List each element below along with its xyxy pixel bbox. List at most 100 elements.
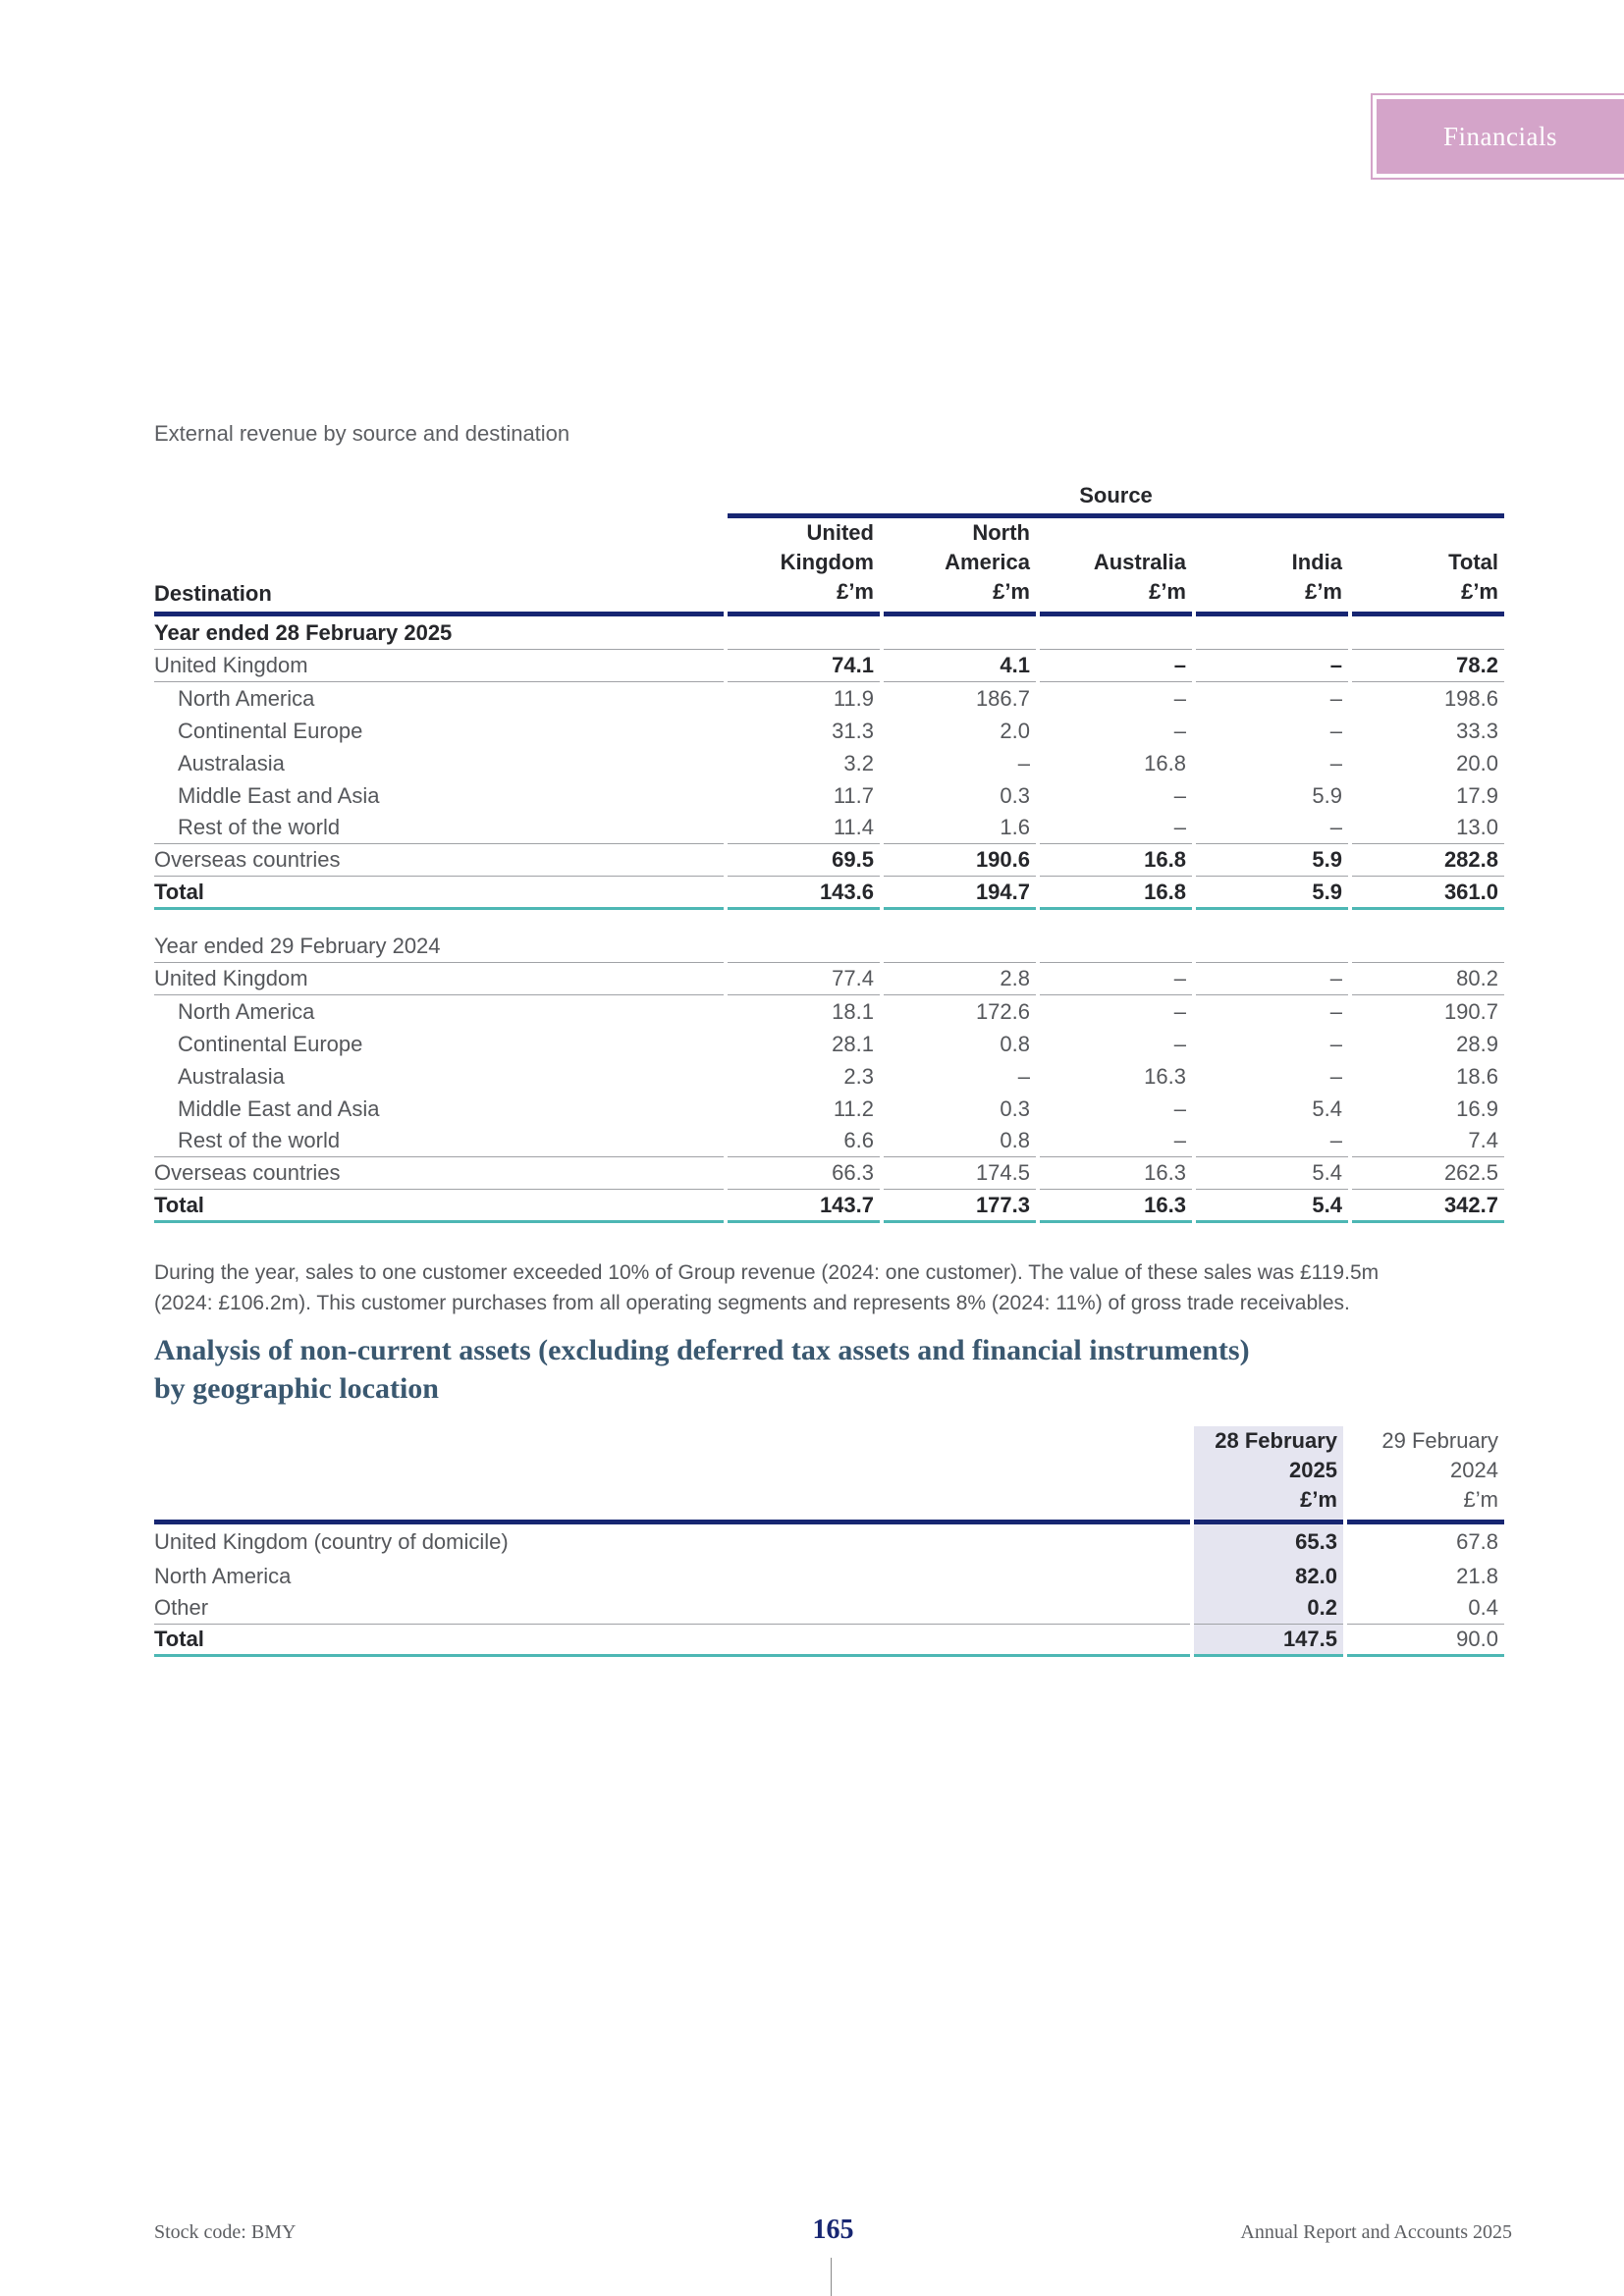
value-cell: – bbox=[1173, 1095, 1186, 1121]
footer: Stock code: BMY 165 Annual Report and Ac… bbox=[154, 2205, 1512, 2245]
value-cell: – bbox=[1040, 650, 1192, 682]
value-cell: – bbox=[1173, 998, 1186, 1024]
value-cell: 0.8 bbox=[1000, 1031, 1030, 1056]
value-cell: 11.7 bbox=[833, 782, 874, 808]
table-row: Middle East and Asia 11.7 0.3 – 5.9 17.9 bbox=[154, 779, 1504, 812]
value-cell: – bbox=[1329, 750, 1342, 775]
table-row: Total 143.7 177.3 16.3 5.4 342.7 bbox=[154, 1190, 1504, 1223]
value-cell: 174.5 bbox=[884, 1157, 1036, 1190]
value-cell: 0.3 bbox=[1000, 1095, 1030, 1121]
value-cell: – bbox=[1196, 963, 1348, 995]
value-cell: 282.8 bbox=[1352, 844, 1504, 877]
assets-table: 28 February 2025 £’m 29 February 2024 £’… bbox=[150, 1426, 1508, 1657]
row-label: United Kingdom bbox=[154, 650, 724, 682]
note-line: (2024: £106.2m). This customer purchases… bbox=[154, 1292, 1350, 1314]
value-cell: 5.9 bbox=[1196, 844, 1348, 877]
value-cell: 66.3 bbox=[728, 1157, 880, 1190]
table-row: North America 82.0 21.8 bbox=[154, 1560, 1504, 1592]
value-cell: 18.1 bbox=[832, 998, 874, 1024]
row-label: United Kingdom bbox=[154, 963, 724, 995]
value-cell: 16.8 bbox=[1040, 844, 1192, 877]
value-cell: 5.4 bbox=[1312, 1095, 1342, 1121]
page-number: 165 bbox=[812, 2215, 854, 2245]
revenue-table-body: Year ended 28 February 2025 United Kingdo… bbox=[154, 616, 1504, 1223]
value-cell: 5.9 bbox=[1196, 877, 1348, 910]
table-row: Middle East and Asia 11.2 0.3 – 5.4 16.9 bbox=[154, 1093, 1504, 1125]
value-cell: 20.0 bbox=[1456, 750, 1498, 775]
table-row: Total 147.5 90.0 bbox=[154, 1625, 1504, 1657]
value-cell: 7.4 bbox=[1352, 1125, 1504, 1157]
assets-column-header-2025: 28 February 2025 £’m bbox=[1194, 1426, 1343, 1524]
value-cell-current: 82.0 bbox=[1194, 1560, 1343, 1592]
column-header-united-kingdom: United Kingdom £’m bbox=[728, 518, 880, 616]
table-row: Australasia 2.3 – 16.3 – 18.6 bbox=[154, 1060, 1504, 1093]
value-cell: 342.7 bbox=[1352, 1190, 1504, 1223]
value-cell: 16.9 bbox=[1456, 1095, 1498, 1121]
table-row: Overseas countries 69.5 190.6 16.8 5.9 282.8 bbox=[154, 844, 1504, 877]
value-cell: 28.1 bbox=[832, 1031, 874, 1056]
revenue-table: Source Destination United Kingdom £’m No… bbox=[150, 483, 1508, 1223]
row-label: Australasia bbox=[178, 750, 285, 775]
section-heading-line: Analysis of non-current assets (excludin… bbox=[154, 1334, 1250, 1366]
table-row: United Kingdom 74.1 4.1– –78.2 bbox=[154, 650, 1504, 682]
value-cell: – bbox=[1040, 963, 1192, 995]
value-cell: – bbox=[1173, 782, 1186, 808]
column-header-row: Destination United Kingdom £’m North Ame… bbox=[154, 518, 1504, 616]
table-row: Rest of the world 6.6 0.8– –7.4 bbox=[154, 1125, 1504, 1157]
row-label: Overseas countries bbox=[154, 844, 724, 877]
value-cell-prior: 21.8 bbox=[1456, 1563, 1498, 1588]
value-cell-prior: 67.8 bbox=[1456, 1529, 1498, 1554]
table-row: Total 143.6 194.7 16.8 5.9 361.0 bbox=[154, 877, 1504, 910]
financials-tab: Financials bbox=[1371, 93, 1624, 180]
value-cell: – bbox=[1040, 1125, 1192, 1157]
assets-header-row: 28 February 2025 £’m 29 February 2024 £’… bbox=[154, 1426, 1504, 1524]
value-cell: 0.8 bbox=[884, 1125, 1036, 1157]
column-header-india: India £’m bbox=[1196, 518, 1348, 616]
row-label: United Kingdom (country of domicile) bbox=[154, 1529, 509, 1554]
value-cell: – bbox=[1017, 1063, 1030, 1089]
value-cell: 177.3 bbox=[884, 1190, 1036, 1223]
stock-code: Stock code: BMY bbox=[154, 2221, 297, 2243]
financials-tab-label: Financials bbox=[1377, 99, 1624, 174]
value-cell: 5.4 bbox=[1196, 1157, 1348, 1190]
source-header: Source bbox=[728, 483, 1504, 518]
row-label: Rest of the world bbox=[154, 812, 724, 844]
year-heading: Year ended 28 February 2025 bbox=[154, 616, 724, 650]
value-cell: 33.3 bbox=[1456, 718, 1498, 743]
value-cell: 198.6 bbox=[1443, 685, 1498, 711]
value-cell: 2.8 bbox=[884, 963, 1036, 995]
destination-header: Destination bbox=[154, 518, 724, 616]
source-header-row: Source bbox=[154, 483, 1504, 518]
row-label: Middle East and Asia bbox=[178, 782, 380, 808]
section-heading: Analysis of non-current assets (excludin… bbox=[154, 1331, 1431, 1408]
row-label: Overseas countries bbox=[154, 1157, 724, 1190]
value-cell: 31.3 bbox=[832, 718, 874, 743]
table-row: United Kingdom 77.4 2.8– –80.2 bbox=[154, 963, 1504, 995]
value-cell: 361.0 bbox=[1352, 877, 1504, 910]
value-cell: 3.2 bbox=[843, 750, 874, 775]
table-row: Continental Europe 31.3 2.0 – – 33.3 bbox=[154, 715, 1504, 747]
row-label: Continental Europe bbox=[178, 1031, 363, 1056]
value-cell: 11.4 bbox=[728, 812, 880, 844]
value-cell: 69.5 bbox=[728, 844, 880, 877]
row-label: Total bbox=[154, 1625, 1190, 1657]
value-cell: – bbox=[1196, 650, 1348, 682]
value-cell: – bbox=[1329, 998, 1342, 1024]
value-cell: – bbox=[1196, 1125, 1348, 1157]
year-heading-row: Year ended 29 February 2024 bbox=[154, 930, 1504, 963]
value-cell: 16.3 bbox=[1040, 1190, 1192, 1223]
value-cell: – bbox=[1017, 750, 1030, 775]
value-cell: 11.2 bbox=[833, 1095, 874, 1121]
row-label: Total bbox=[154, 1190, 724, 1223]
value-cell: – bbox=[1329, 685, 1342, 711]
row-label: Australasia bbox=[178, 1063, 285, 1089]
value-cell: 16.8 bbox=[1144, 750, 1186, 775]
row-label: Continental Europe bbox=[178, 718, 363, 743]
value-cell: 143.6 bbox=[728, 877, 880, 910]
spacer-cell bbox=[154, 1426, 1190, 1524]
value-cell-prior: 0.4 bbox=[1347, 1592, 1504, 1625]
value-cell: 77.4 bbox=[728, 963, 880, 995]
table-row: Rest of the world 11.4 1.6– –13.0 bbox=[154, 812, 1504, 844]
value-cell: 6.6 bbox=[728, 1125, 880, 1157]
